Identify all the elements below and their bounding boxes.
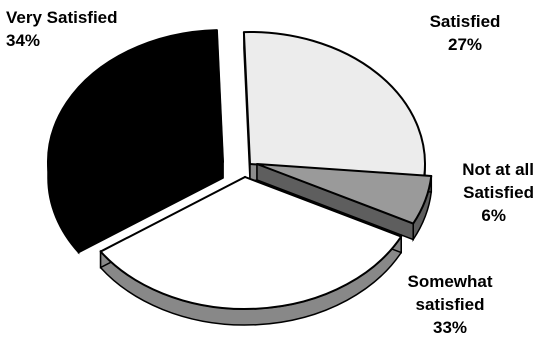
slice-not-at-all [256, 163, 433, 225]
slice-somewhat [99, 176, 403, 310]
label-very-satisfied: Very Satisfied 34% [6, 6, 118, 52]
label-very-satisfied-value: 34% [6, 31, 41, 50]
label-somewhat-satisfied: Somewhat satisfied 33% [396, 270, 504, 339]
label-satisfied-name: Satisfied [429, 12, 501, 31]
label-not-at-all-name-2: Satisfied [463, 183, 534, 202]
label-very-satisfied-name: Very Satisfied [6, 8, 118, 27]
label-satisfied: Satisfied 27% [410, 10, 520, 56]
label-not-at-all-value: 6% [481, 206, 506, 225]
slice-very [47, 29, 224, 238]
slice-satisfied [242, 31, 426, 177]
label-somewhat-name-2: satisfied [415, 295, 485, 314]
label-satisfied-value: 27% [447, 35, 483, 54]
label-somewhat-name-1: Somewhat [407, 272, 493, 291]
label-not-at-all-satisfied: Not at all Satisfied 6% [428, 158, 534, 227]
label-somewhat-value: 33% [432, 318, 468, 337]
label-not-at-all-name-1: Not at all [462, 160, 534, 179]
